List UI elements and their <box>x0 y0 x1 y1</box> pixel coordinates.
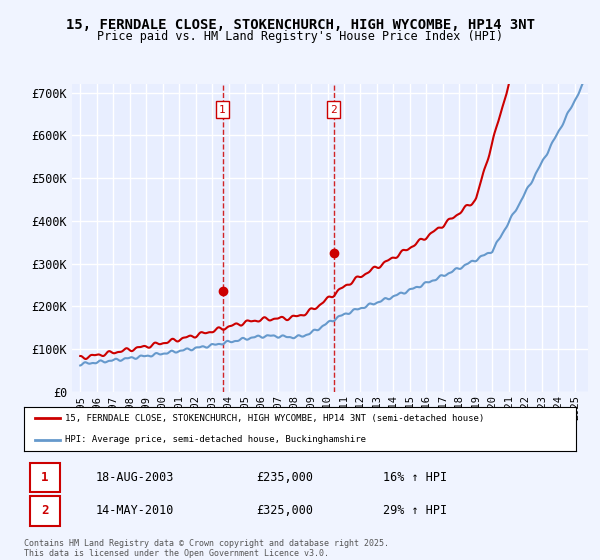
Text: 14-MAY-2010: 14-MAY-2010 <box>96 505 174 517</box>
Text: 2: 2 <box>330 105 337 115</box>
Text: 15, FERNDALE CLOSE, STOKENCHURCH, HIGH WYCOMBE, HP14 3NT (semi-detached house): 15, FERNDALE CLOSE, STOKENCHURCH, HIGH W… <box>65 413 485 423</box>
Text: £325,000: £325,000 <box>256 505 313 517</box>
Text: Contains HM Land Registry data © Crown copyright and database right 2025.
This d: Contains HM Land Registry data © Crown c… <box>24 539 389 558</box>
FancyBboxPatch shape <box>29 463 60 492</box>
Text: 18-AUG-2003: 18-AUG-2003 <box>96 471 174 484</box>
Text: 15, FERNDALE CLOSE, STOKENCHURCH, HIGH WYCOMBE, HP14 3NT: 15, FERNDALE CLOSE, STOKENCHURCH, HIGH W… <box>65 18 535 32</box>
Text: 1: 1 <box>41 471 49 484</box>
Text: 16% ↑ HPI: 16% ↑ HPI <box>383 471 447 484</box>
Text: Price paid vs. HM Land Registry's House Price Index (HPI): Price paid vs. HM Land Registry's House … <box>97 30 503 43</box>
Text: 29% ↑ HPI: 29% ↑ HPI <box>383 505 447 517</box>
Text: £235,000: £235,000 <box>256 471 313 484</box>
FancyBboxPatch shape <box>29 496 60 525</box>
Text: 1: 1 <box>219 105 226 115</box>
Text: 2: 2 <box>41 505 49 517</box>
Text: HPI: Average price, semi-detached house, Buckinghamshire: HPI: Average price, semi-detached house,… <box>65 435 367 445</box>
